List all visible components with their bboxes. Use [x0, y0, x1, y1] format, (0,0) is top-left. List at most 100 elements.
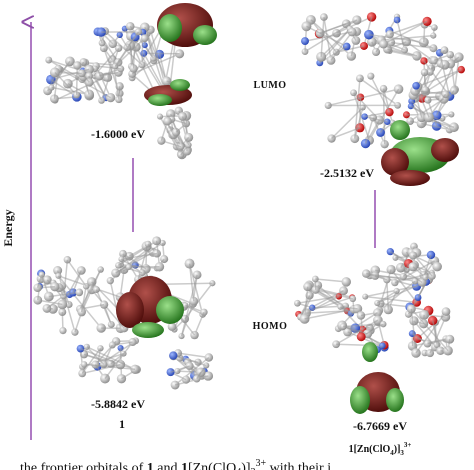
caption: the frontier orbitals of 1 and 1[Zn(ClO4… — [20, 458, 331, 470]
atom — [304, 31, 353, 42]
atom — [440, 46, 449, 54]
atom — [140, 34, 149, 43]
atom — [441, 307, 451, 316]
atom — [365, 295, 417, 304]
atom — [192, 270, 202, 280]
atom — [73, 61, 82, 70]
atom — [99, 68, 122, 77]
atom — [84, 363, 136, 371]
atom — [324, 101, 332, 110]
atom — [382, 88, 394, 124]
atom — [53, 266, 63, 276]
atom — [128, 338, 137, 347]
caption-part: 4 — [236, 467, 241, 470]
caption-part: the frontier orbitals of — [20, 461, 147, 470]
atom — [173, 354, 207, 367]
atom — [341, 277, 351, 287]
atom — [99, 300, 109, 309]
atom — [429, 49, 446, 73]
atom — [454, 56, 460, 90]
atom — [115, 95, 123, 104]
atom — [188, 263, 195, 302]
atom — [156, 113, 164, 120]
name-part: 3+ — [404, 441, 412, 449]
atom — [379, 269, 392, 304]
atom — [362, 293, 369, 300]
atom — [131, 53, 180, 75]
atom — [389, 30, 434, 49]
atom — [301, 37, 309, 46]
atom — [424, 64, 446, 92]
atom — [315, 278, 347, 283]
name-part: )] — [394, 444, 401, 455]
atom — [421, 122, 450, 131]
atom — [415, 311, 447, 354]
atom — [312, 275, 319, 283]
atom — [80, 286, 87, 313]
name-part: 4 — [390, 449, 394, 457]
caption-part: [Zn(ClO — [188, 461, 236, 470]
atom — [97, 31, 120, 63]
atom — [125, 264, 132, 271]
name-part: 1[Zn(ClO — [349, 444, 391, 455]
energy-value: -5.8842 eV — [91, 397, 145, 411]
atom — [412, 51, 422, 61]
caption-part: 3+ — [256, 458, 267, 469]
atom — [71, 328, 79, 336]
orbital-label: HOMO — [253, 321, 288, 332]
atom — [166, 368, 175, 377]
atom — [389, 20, 428, 35]
atom — [371, 47, 381, 57]
atom — [46, 295, 64, 310]
atom — [364, 111, 390, 118]
axis-label: Energy — [1, 209, 15, 246]
atom — [50, 94, 59, 104]
atom — [431, 24, 438, 31]
atom — [347, 27, 357, 37]
atom — [84, 61, 114, 66]
atom — [61, 270, 83, 305]
atom — [132, 36, 136, 69]
atom — [439, 52, 451, 97]
atom — [51, 86, 90, 96]
atom — [86, 346, 105, 365]
atom — [343, 323, 384, 328]
atom — [171, 119, 188, 152]
name-part: 3 — [400, 449, 404, 457]
atom — [415, 85, 430, 118]
atom — [401, 46, 409, 54]
atom — [315, 289, 353, 300]
atom — [391, 41, 434, 49]
atom — [409, 98, 445, 122]
atom — [75, 288, 84, 297]
atom — [361, 113, 368, 120]
atom — [364, 115, 388, 123]
atom — [117, 240, 158, 267]
atom — [406, 304, 416, 314]
atom — [144, 27, 168, 82]
atom — [370, 75, 391, 113]
atom — [130, 364, 140, 374]
atom — [365, 285, 417, 298]
atom — [177, 352, 209, 359]
atom — [167, 322, 177, 331]
orbital-label: LUMO — [253, 80, 286, 91]
atom — [48, 291, 80, 298]
atom — [379, 39, 388, 49]
atom — [159, 116, 182, 156]
atom — [80, 269, 102, 313]
compound-name: 1 — [119, 417, 125, 431]
atom — [91, 289, 125, 329]
atom — [50, 60, 71, 88]
atom — [86, 346, 136, 370]
atom — [75, 65, 79, 95]
atom — [104, 30, 143, 66]
energy-value: -6.7669 eV — [353, 419, 407, 433]
compound-name: 1[Zn(ClO4)]33+ — [349, 441, 412, 457]
atom — [115, 242, 164, 274]
energy-value: -1.6000 eV — [91, 127, 145, 141]
energy-value: -2.5132 eV — [320, 166, 374, 180]
atom — [332, 340, 341, 349]
atom — [386, 279, 390, 310]
